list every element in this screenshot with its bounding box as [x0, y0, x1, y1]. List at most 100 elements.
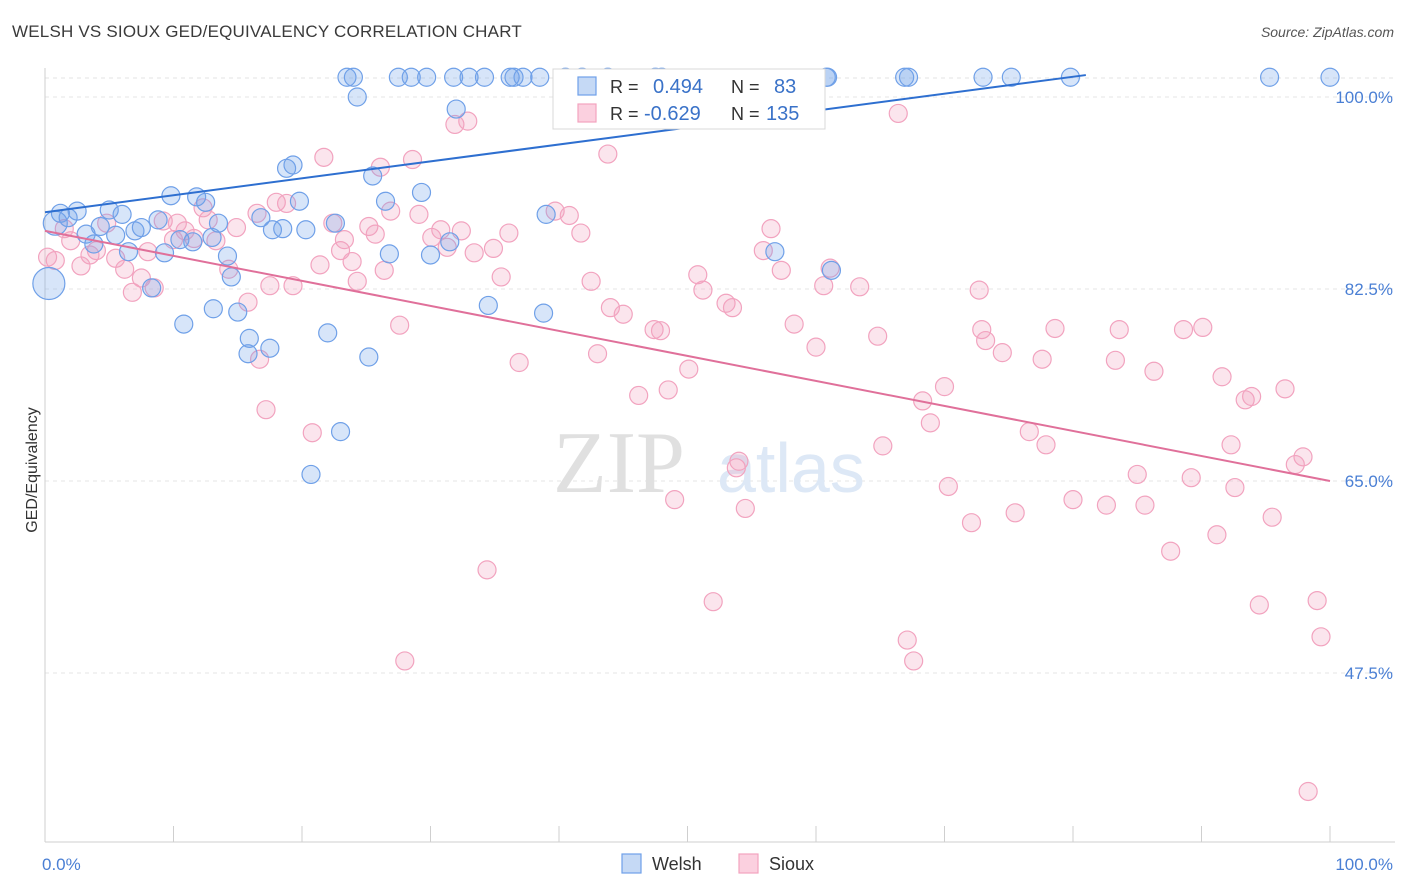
sioux-point	[571, 223, 591, 243]
chart-title: WELSH VS SIOUX GED/EQUIVALENCY CORRELATI…	[12, 22, 522, 41]
welsh-point	[251, 208, 271, 228]
welsh-point	[112, 204, 132, 224]
sioux-point	[920, 413, 940, 433]
grid-lines	[45, 77, 1395, 674]
y-tick-label: 47.5%	[1345, 664, 1393, 683]
welsh-point	[359, 347, 379, 367]
welsh-point	[301, 464, 321, 485]
welsh-r-label: R =	[610, 77, 639, 97]
sioux-points	[37, 103, 1331, 802]
welsh-point	[318, 323, 338, 343]
legend-welsh-label: Welsh	[652, 854, 702, 874]
welsh-point	[221, 267, 241, 287]
sioux-point	[45, 250, 65, 271]
welsh-point	[446, 99, 466, 119]
welsh-point	[283, 155, 303, 175]
sioux-point	[1144, 361, 1164, 381]
welsh-point	[343, 67, 363, 87]
sioux-point	[238, 292, 258, 312]
sioux-point	[477, 560, 497, 580]
sioux-point	[644, 319, 664, 340]
sioux-point	[735, 498, 755, 519]
welsh-point	[131, 217, 151, 238]
sioux-point	[658, 380, 678, 400]
sioux-point	[402, 149, 423, 170]
welsh-point	[411, 182, 432, 203]
sioux-r-value: -0.629	[644, 103, 701, 125]
sioux-point	[1135, 495, 1155, 515]
sioux-point	[1225, 477, 1245, 498]
welsh-point	[1320, 67, 1340, 87]
sioux-point	[256, 400, 276, 420]
sioux-point	[1242, 386, 1262, 407]
welsh-point	[325, 213, 346, 233]
welsh-point	[536, 204, 556, 224]
sioux-point	[1161, 541, 1181, 561]
welsh-point	[203, 299, 223, 319]
welsh-point	[296, 220, 316, 240]
welsh-n-value: 83	[774, 76, 796, 98]
sioux-point	[629, 385, 649, 406]
welsh-point	[898, 67, 919, 87]
sioux-point	[374, 260, 394, 280]
welsh-point	[142, 278, 162, 298]
sioux-point	[1212, 367, 1232, 387]
welsh-point	[973, 67, 993, 87]
sioux-point	[464, 243, 484, 263]
sioux-point	[688, 265, 708, 285]
sioux-n-label: N =	[731, 104, 760, 124]
sioux-point	[703, 592, 723, 612]
sioux-point	[1105, 350, 1126, 370]
sioux-point	[483, 238, 504, 259]
welsh-point	[84, 234, 104, 254]
sioux-point	[888, 103, 908, 124]
welsh-point	[330, 422, 351, 442]
watermark-zip: ZIP	[553, 415, 685, 512]
welsh-point	[375, 191, 396, 211]
welsh-point	[32, 266, 66, 301]
sioux-point	[509, 352, 529, 373]
sioux-point	[961, 513, 982, 533]
legend-welsh-swatch	[621, 853, 642, 874]
stats-box: R = 0.494 N = 83 R = -0.629 N = 135	[552, 68, 826, 130]
sioux-point	[938, 476, 958, 497]
sioux-point	[650, 321, 671, 341]
sioux-point	[850, 277, 870, 297]
sioux-point	[491, 267, 511, 287]
welsh-point	[478, 295, 498, 316]
welsh-point	[217, 246, 238, 266]
welsh-point	[444, 67, 464, 87]
sioux-point	[722, 298, 743, 318]
welsh-point	[148, 210, 168, 230]
sioux-point	[1173, 319, 1194, 340]
sioux-point	[365, 224, 385, 244]
sioux-point	[1193, 317, 1213, 337]
sioux-point	[283, 276, 303, 296]
sioux-point	[314, 147, 334, 167]
sioux-point	[1181, 468, 1201, 488]
sioux-point	[806, 337, 826, 357]
sioux-point	[868, 326, 888, 346]
sioux-point	[1005, 503, 1025, 523]
sioux-r-label: R =	[610, 104, 639, 124]
sioux-point	[679, 359, 699, 379]
sioux-swatch	[577, 103, 597, 123]
welsh-point	[174, 314, 194, 334]
legend-sioux-swatch	[738, 853, 759, 874]
sioux-point	[693, 280, 713, 300]
sioux-point	[381, 201, 401, 221]
sioux-point	[1307, 590, 1327, 611]
welsh-point	[262, 220, 283, 240]
sioux-point	[1109, 319, 1129, 340]
welsh-point	[459, 67, 479, 87]
welsh-point	[67, 201, 87, 221]
welsh-points	[32, 67, 1340, 485]
sioux-point	[559, 205, 579, 226]
welsh-point	[337, 67, 357, 87]
sioux-point	[131, 268, 151, 288]
sioux-point	[784, 314, 804, 334]
welsh-point	[202, 227, 222, 248]
welsh-point	[347, 87, 367, 107]
x-tick-label: 100.0%	[1335, 855, 1393, 874]
